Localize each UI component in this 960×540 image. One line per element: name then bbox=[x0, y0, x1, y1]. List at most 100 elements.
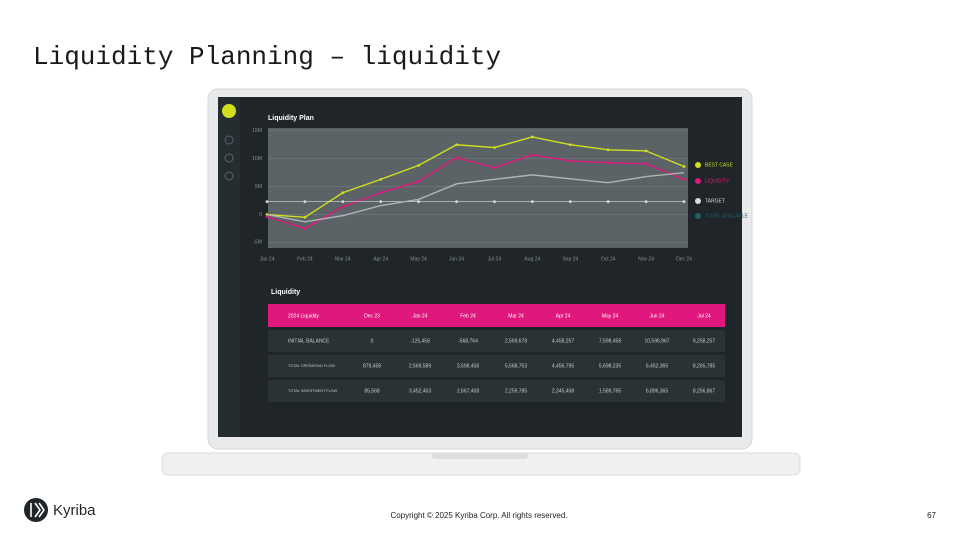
data-point bbox=[379, 177, 383, 181]
table-cell: 7,598,458 bbox=[599, 338, 621, 344]
table-cell: 2,569,678 bbox=[505, 338, 527, 344]
series-line bbox=[266, 136, 685, 219]
table-cell: 5,698,235 bbox=[599, 363, 621, 369]
table-cell: 85,568 bbox=[364, 388, 380, 394]
table-row bbox=[268, 355, 725, 377]
header-cell: 2024 Liquidity bbox=[288, 313, 319, 319]
x-tick-label: May 24 bbox=[410, 256, 427, 262]
table-cell: 2,345,458 bbox=[552, 388, 574, 394]
table-cell: 879,458 bbox=[363, 363, 381, 369]
kyriba-logo-mark bbox=[24, 498, 48, 522]
data-point bbox=[682, 200, 686, 204]
data-point bbox=[303, 200, 307, 204]
legend-label: TOTAL AVAILABLE bbox=[705, 213, 748, 219]
header-cell: May 24 bbox=[602, 313, 619, 319]
table-cell: 8,256,867 bbox=[693, 388, 715, 394]
x-tick-label: Nov 24 bbox=[638, 256, 654, 262]
header-cell: Jan 24 bbox=[412, 313, 427, 319]
table-cell: 2,569,589 bbox=[409, 363, 431, 369]
table-cell: 2,259,785 bbox=[505, 388, 527, 394]
data-point bbox=[493, 166, 496, 170]
data-point bbox=[644, 200, 648, 204]
header-cell: Dec 23 bbox=[364, 313, 380, 319]
x-tick-label: Mar 24 bbox=[335, 256, 351, 262]
data-point bbox=[644, 149, 648, 153]
data-point bbox=[379, 200, 383, 204]
table-cell: 10,596,967 bbox=[644, 338, 669, 344]
header-cell: Apr 24 bbox=[556, 313, 571, 319]
row-label: TOTAL INVESTMENT FLOW bbox=[288, 389, 338, 393]
table-title: Liquidity bbox=[271, 289, 300, 296]
data-point bbox=[493, 200, 496, 204]
data-point bbox=[265, 215, 269, 219]
legend-marker bbox=[695, 162, 701, 168]
table-row bbox=[268, 330, 725, 352]
nav-icon[interactable] bbox=[224, 135, 234, 145]
nav-icon[interactable] bbox=[224, 171, 234, 181]
data-point bbox=[682, 177, 686, 181]
data-point bbox=[606, 200, 610, 204]
table-header bbox=[268, 304, 725, 327]
y-tick-label: 10M bbox=[252, 156, 262, 162]
x-tick-label: Aug 24 bbox=[524, 256, 540, 262]
footer-logo: Kyriba bbox=[53, 502, 96, 519]
data-point bbox=[530, 135, 534, 139]
data-point bbox=[265, 200, 269, 204]
table-cell: 6,452,365 bbox=[646, 363, 668, 369]
table-cell: -125,458 bbox=[410, 338, 430, 344]
chart-title: Liquidity Plan bbox=[268, 115, 314, 122]
copyright: Copyright © 2025 Kyriba Corp. All rights… bbox=[390, 511, 567, 520]
table-cell: 0 bbox=[371, 338, 374, 344]
data-point bbox=[568, 200, 572, 204]
slide-title: Liquidity Planning – liquidity bbox=[33, 42, 501, 72]
data-point bbox=[606, 161, 610, 165]
table-cell: -568,764 bbox=[458, 338, 478, 344]
row-label: TOTAL OPERATING FLOW bbox=[288, 364, 335, 368]
y-tick-label: -5M bbox=[253, 240, 262, 246]
app-logo[interactable] bbox=[222, 104, 236, 118]
data-point bbox=[417, 180, 421, 183]
data-point bbox=[379, 191, 383, 195]
legend-marker bbox=[695, 178, 701, 184]
y-tick-label: 0 bbox=[259, 212, 262, 218]
page-number: 67 bbox=[927, 511, 936, 520]
table-cell: 4,458,257 bbox=[552, 338, 574, 344]
x-tick-label: Apr 24 bbox=[373, 256, 388, 262]
laptop-notch bbox=[432, 453, 528, 459]
x-tick-label: Sep 24 bbox=[562, 256, 578, 262]
series-line bbox=[266, 171, 685, 223]
data-point bbox=[303, 215, 307, 219]
data-point bbox=[341, 205, 345, 209]
data-point bbox=[568, 143, 572, 147]
table-cell: 6,896,365 bbox=[646, 388, 668, 394]
kyriba-logo-icon bbox=[30, 502, 45, 518]
plot-area bbox=[268, 128, 688, 248]
data-point bbox=[303, 227, 307, 230]
x-tick-label: Jul 24 bbox=[488, 256, 502, 262]
data-point bbox=[455, 143, 458, 147]
header-cell: Feb 24 bbox=[460, 313, 476, 319]
header-cell: Mar 24 bbox=[508, 313, 524, 319]
nav-icon[interactable] bbox=[224, 153, 234, 163]
x-tick-label: Jan 24 bbox=[259, 256, 274, 262]
series-line bbox=[266, 154, 685, 230]
data-point bbox=[455, 200, 458, 204]
header-cell: Jun 24 bbox=[649, 313, 664, 319]
row-label: INITIAL BALANCE bbox=[288, 338, 330, 344]
data-point bbox=[682, 165, 686, 168]
table-cell: 3,452,453 bbox=[409, 388, 431, 394]
y-tick-label: 5M bbox=[255, 184, 262, 190]
legend-marker bbox=[695, 198, 701, 204]
table-cell: 8,265,785 bbox=[693, 363, 715, 369]
x-tick-label: Dec 24 bbox=[676, 256, 692, 262]
table-row bbox=[268, 380, 725, 402]
data-point bbox=[568, 159, 572, 163]
table-cell: 3,598,458 bbox=[457, 363, 479, 369]
legend-label: LIQUIDITY bbox=[705, 178, 730, 184]
legend-label: BEST CASE bbox=[705, 162, 734, 168]
sidebar bbox=[218, 97, 240, 437]
data-point bbox=[341, 200, 345, 204]
data-point bbox=[417, 163, 421, 167]
data-point bbox=[455, 156, 458, 159]
